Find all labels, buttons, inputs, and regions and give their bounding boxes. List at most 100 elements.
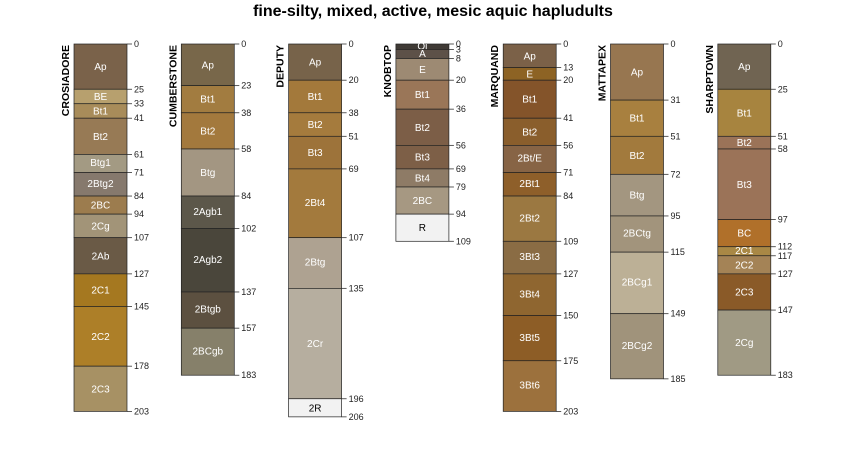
- depth-label: 84: [563, 191, 573, 201]
- horizon-label: Bt3: [415, 153, 430, 164]
- horizon-label: Bt2: [522, 127, 537, 138]
- horizon-label: Ap: [202, 60, 215, 71]
- horizon-r: [395, 213, 450, 242]
- horizon-2agb1: [180, 195, 235, 229]
- horizon-label: Btg: [200, 168, 215, 179]
- horizon-label: Bt2: [93, 132, 108, 143]
- depth-label: 84: [134, 191, 144, 201]
- horizon-2cr: [288, 288, 342, 400]
- profile-mattapex: MATTAPEX Ap Bt1 Bt2 Btg 2BCtg 2BCg1 2BCg2 0 31 51 7…: [597, 39, 686, 384]
- depth-label: 20: [563, 75, 573, 85]
- figure-title: fine-silty, mixed, active, mesic aquic h…: [253, 3, 613, 20]
- depth-label: 38: [349, 108, 359, 118]
- depth-label: 178: [134, 361, 149, 371]
- depth-label: 127: [778, 269, 793, 279]
- depth-label: 41: [134, 113, 144, 123]
- horizon-label: Bt2: [629, 151, 644, 162]
- horizon-2bctg: [610, 215, 664, 253]
- depth-label: 25: [134, 84, 144, 94]
- depth-label: 69: [349, 164, 359, 174]
- horizon-2bcgb: [180, 327, 235, 376]
- depth-label: 69: [456, 164, 466, 174]
- horizon-label: 2BCtg: [623, 229, 651, 240]
- depth-label: 95: [671, 211, 681, 221]
- depth-label: 71: [134, 168, 144, 178]
- profile-name: MATTAPEX: [597, 45, 609, 101]
- horizon-bc: [717, 219, 772, 248]
- depth-label: 56: [563, 140, 573, 150]
- profile-sharptown: SHARPTOWN Ap Bt1 Bt2 Bt3 BC 2C1 2C2 2C3 2Cg 0 25 51 5…: [704, 39, 793, 380]
- depth-label: 117: [778, 251, 792, 261]
- horizon-ap: [180, 43, 235, 86]
- depth-label: 38: [241, 108, 251, 118]
- horizon-bt1: [610, 99, 664, 137]
- depth-label: 0: [134, 39, 139, 49]
- horizon-label: 2C1: [91, 286, 110, 297]
- profiles-group: CROSIADORE Ap BE Bt1 Bt2 Btg1 2Btg2 2BC 2Cg 2Ab 2C…: [60, 39, 793, 422]
- depth-label: 79: [456, 182, 466, 192]
- horizon-3bt6: [502, 360, 557, 412]
- horizon-label: Oi: [417, 42, 427, 53]
- horizon-label: 3Bt4: [519, 289, 540, 300]
- horizon-label: Bt2: [200, 126, 215, 137]
- horizon-2bt4: [288, 168, 342, 239]
- depth-label: 20: [349, 75, 359, 85]
- depth-label: 0: [778, 39, 783, 49]
- horizon-ap: [288, 43, 342, 81]
- horizon-2c3: [717, 273, 772, 311]
- horizon-2c2: [73, 306, 128, 367]
- horizon-2agb2: [180, 228, 235, 293]
- horizon-label: Ap: [309, 58, 322, 69]
- horizon-label: 2Cr: [307, 339, 324, 350]
- horizon-label: Ap: [631, 68, 644, 79]
- horizon-label: 2Btg2: [87, 179, 114, 190]
- depth-label: 206: [349, 412, 364, 422]
- horizon-2bcg2: [610, 313, 664, 380]
- horizon-label: 2Cg: [91, 221, 109, 232]
- horizon-bt1: [717, 88, 772, 137]
- horizon-label: A: [419, 49, 426, 60]
- horizon-label: Bt2: [308, 120, 323, 131]
- profile-name: KNOBTOP: [382, 45, 394, 97]
- horizon-2c1: [73, 273, 128, 307]
- depth-label: 8: [456, 53, 461, 63]
- profile-marquand: MARQUAND Ap E Bt1 Bt2 2Bt/E 2Bt1 2Bt2 3Bt3 3Bt4 3B…: [489, 39, 578, 416]
- horizon-label: E: [526, 69, 533, 80]
- horizon-bt2: [73, 117, 128, 155]
- horizon-2bc: [395, 186, 450, 215]
- depth-label: 25: [778, 84, 788, 94]
- depth-label: 13: [563, 63, 573, 73]
- profile-deputy: DEPUTY Ap Bt1 Bt2 Bt3 2Bt4 2Btg 2Cr 2R 0 20 38 51 69 1…: [275, 39, 364, 422]
- horizon-bt2: [610, 135, 664, 175]
- horizon-label: Bt2: [415, 123, 430, 134]
- horizon-label: 2Ab: [92, 251, 110, 262]
- horizon-label: 2C2: [735, 260, 754, 271]
- horizon-2cg: [717, 309, 772, 376]
- depth-label: 0: [563, 39, 568, 49]
- depth-label: 58: [778, 144, 788, 154]
- depth-label: 149: [671, 309, 686, 319]
- depth-label: 0: [456, 39, 461, 49]
- depth-label: 203: [563, 406, 578, 416]
- profile-name: CUMBERSTONE: [167, 45, 179, 127]
- horizon-label: 2BCg1: [622, 278, 653, 289]
- profile-name: SHARPTOWN: [704, 45, 716, 114]
- depth-label: 71: [563, 168, 573, 178]
- horizon-bt2: [180, 112, 235, 150]
- horizon-label: E: [419, 65, 426, 76]
- depth-label: 127: [563, 269, 578, 279]
- depth-label: 72: [671, 169, 681, 179]
- horizon-label: Bt1: [415, 90, 430, 101]
- horizon-ap: [717, 43, 772, 90]
- horizon-2r: [288, 398, 342, 418]
- depth-label: 109: [456, 236, 471, 246]
- horizon-label: 2Bt4: [305, 198, 326, 209]
- horizon-label: 3Bt3: [519, 252, 540, 263]
- horizon-2c3: [73, 365, 128, 412]
- horizon-3bt4: [502, 273, 557, 316]
- horizon-label: 2Cg: [735, 338, 753, 349]
- horizon-bt1: [288, 79, 342, 114]
- depth-label: 196: [349, 394, 364, 404]
- horizon-label: Bt1: [200, 95, 215, 106]
